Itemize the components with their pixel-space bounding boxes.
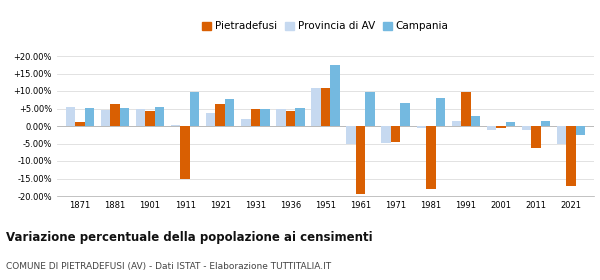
Bar [145,111,155,126]
Bar [136,109,145,126]
Bar [215,104,225,126]
Bar [65,107,75,126]
Bar [496,126,506,128]
Bar [346,126,356,144]
Bar [461,92,470,126]
Bar [190,92,199,126]
Bar [391,126,400,142]
Bar [557,126,566,143]
Bar [119,108,129,126]
Bar [470,115,480,126]
Bar [206,113,215,126]
Bar [541,121,550,126]
Bar [330,65,340,126]
Bar [276,109,286,126]
Bar [416,126,426,128]
Bar [241,119,251,126]
Legend: Pietradefusi, Provincia di AV, Campania: Pietradefusi, Provincia di AV, Campania [200,19,451,33]
Bar [356,126,365,194]
Bar [225,99,235,126]
Bar [532,126,541,148]
Bar [110,104,119,126]
Bar [75,122,85,126]
Text: COMUNE DI PIETRADEFUSI (AV) - Dati ISTAT - Elaborazione TUTTITALIA.IT: COMUNE DI PIETRADEFUSI (AV) - Dati ISTAT… [6,262,331,271]
Bar [426,126,436,189]
Bar [251,109,260,126]
Bar [155,107,164,126]
Bar [522,126,532,129]
Bar [506,122,515,126]
Bar [311,87,321,126]
Text: Variazione percentuale della popolazione ai censimenti: Variazione percentuale della popolazione… [6,231,373,244]
Bar [181,126,190,179]
Bar [260,109,269,126]
Bar [171,125,181,126]
Bar [286,111,295,126]
Bar [487,126,496,129]
Bar [85,108,94,126]
Bar [452,121,461,126]
Bar [576,126,586,135]
Bar [365,92,375,126]
Bar [566,126,576,186]
Bar [101,110,110,126]
Bar [321,88,330,126]
Bar [436,98,445,126]
Bar [382,126,391,143]
Bar [400,103,410,126]
Bar [295,108,305,126]
